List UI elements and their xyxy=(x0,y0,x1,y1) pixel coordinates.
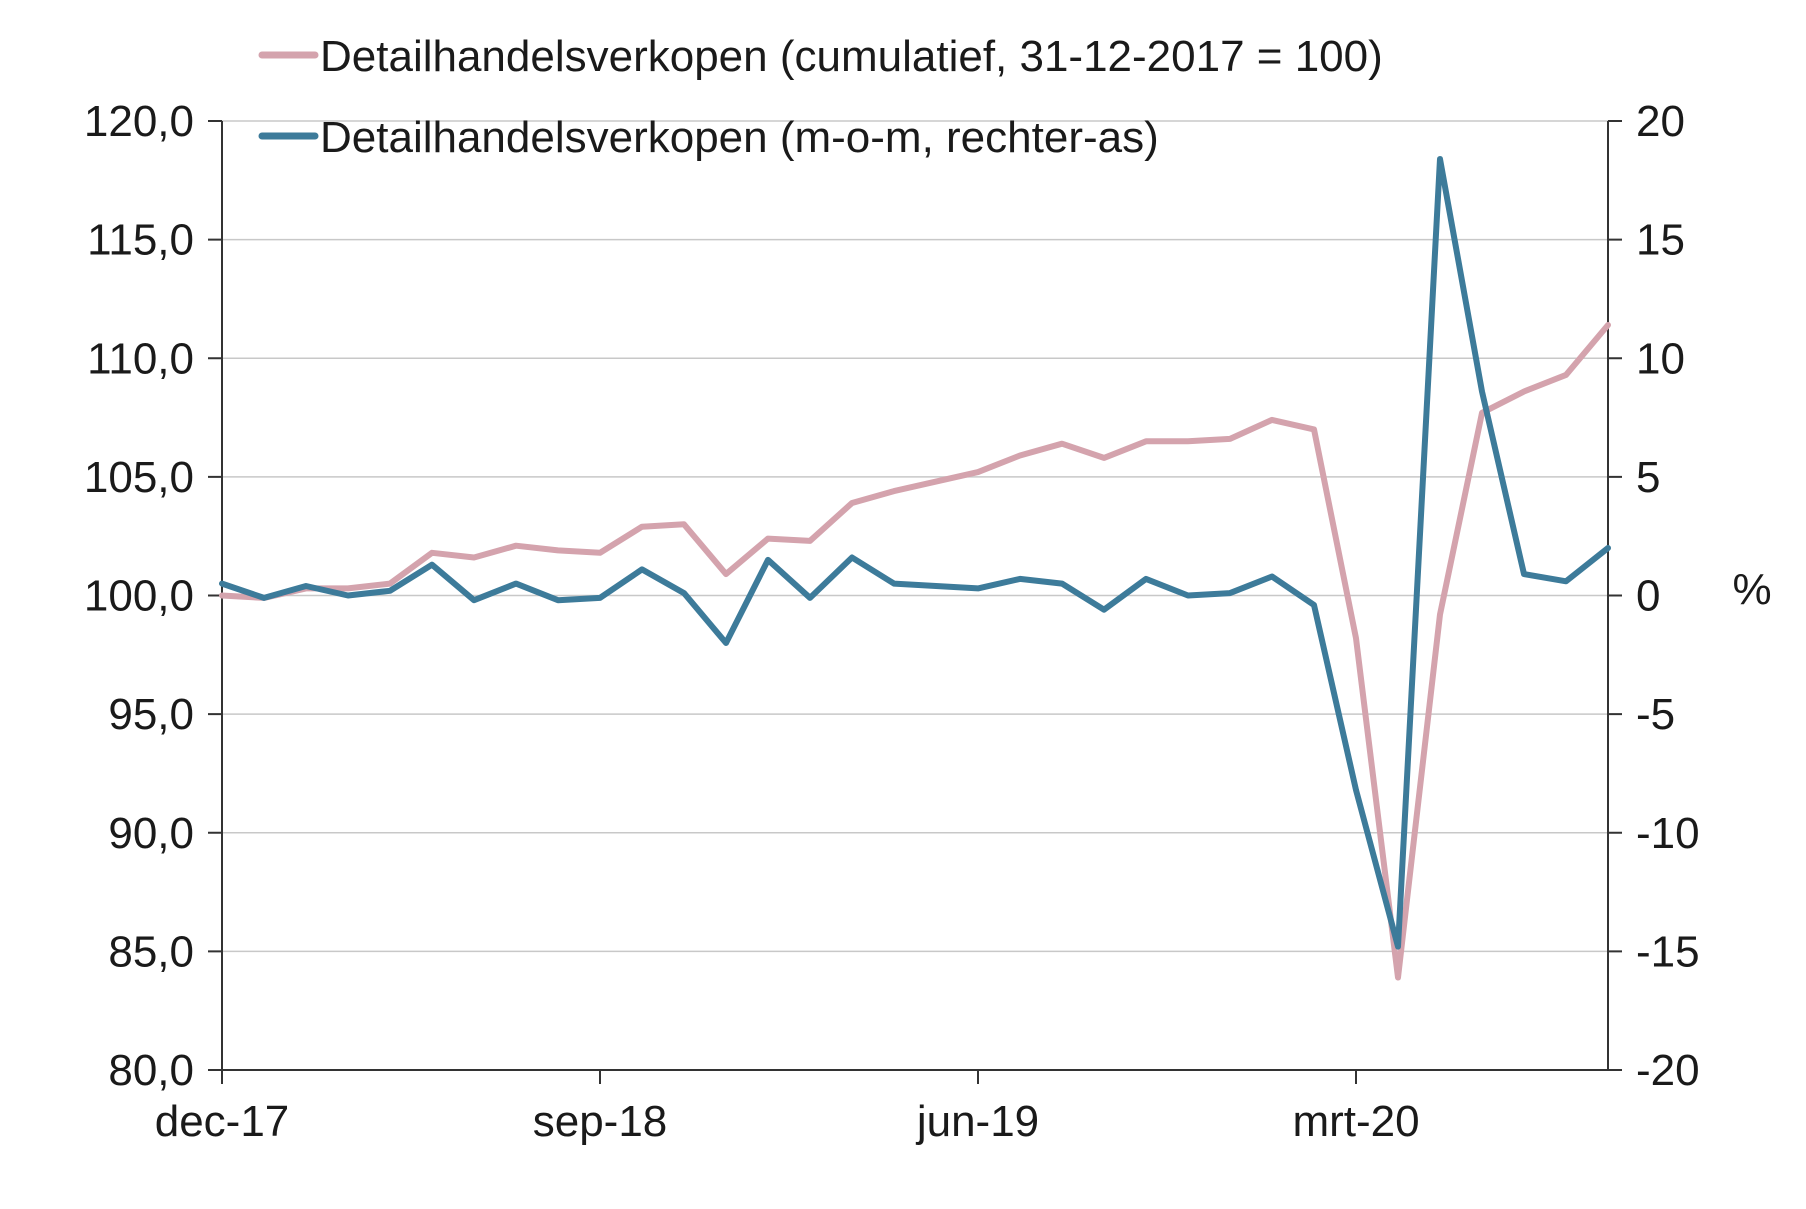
left-axis-tick-label: 85,0 xyxy=(108,927,194,976)
right-axis-tick-label: 20 xyxy=(1636,97,1685,146)
axes xyxy=(208,120,1622,1084)
right-axis-tick-label: -10 xyxy=(1636,809,1700,858)
left-axis-tick-label: 105,0 xyxy=(84,453,194,502)
x-axis-tick-labels: dec-17 sep-18 jun-19 mrt-20 xyxy=(155,1097,1420,1146)
right-axis-tick-labels: -20 -15 -10 -5 0 5 10 15 20 xyxy=(1636,97,1700,1095)
right-axis-unit-label: % xyxy=(1732,565,1771,614)
right-axis-tick-label: 10 xyxy=(1636,334,1685,383)
legend: Detailhandelsverkopen (cumulatief, 31-12… xyxy=(258,32,1383,162)
right-axis-tick-label: -15 xyxy=(1636,927,1700,976)
right-axis-tick-label: -20 xyxy=(1636,1046,1700,1095)
mom-series-line xyxy=(219,156,1611,950)
x-axis-tick-label: mrt-20 xyxy=(1292,1097,1419,1146)
left-axis-tick-label: 115,0 xyxy=(87,216,194,265)
legend-label: Detailhandelsverkopen (cumulatief, 31-12… xyxy=(320,32,1383,81)
left-axis-tick-label: 100,0 xyxy=(84,572,194,621)
left-axis-tick-label: 80,0 xyxy=(108,1046,194,1095)
left-axis-tick-label: 95,0 xyxy=(108,690,194,739)
cumulative-series-line xyxy=(219,322,1611,981)
left-axis-tick-label: 120,0 xyxy=(84,97,194,146)
left-axis-tick-label: 110,0 xyxy=(87,334,194,383)
x-axis-tick-label: jun-19 xyxy=(915,1097,1039,1146)
x-axis-tick-label: dec-17 xyxy=(155,1097,290,1146)
legend-label: Detailhandelsverkopen (m-o-m, rechter-as… xyxy=(320,113,1159,162)
right-axis-tick-label: 5 xyxy=(1636,453,1660,502)
left-axis-tick-label: 90,0 xyxy=(108,809,194,858)
left-axis-tick-labels: 80,0 85,0 90,0 95,0 100,0 105,0 110,0 115,0 120,… xyxy=(84,97,194,1095)
x-axis-tick-label: sep-18 xyxy=(533,1097,668,1146)
series-lines xyxy=(219,156,1611,981)
gridlines xyxy=(222,120,1608,953)
right-axis-tick-label: -5 xyxy=(1636,690,1675,739)
right-axis-tick-label: 15 xyxy=(1636,216,1685,265)
right-axis-tick-label: 0 xyxy=(1636,572,1660,621)
